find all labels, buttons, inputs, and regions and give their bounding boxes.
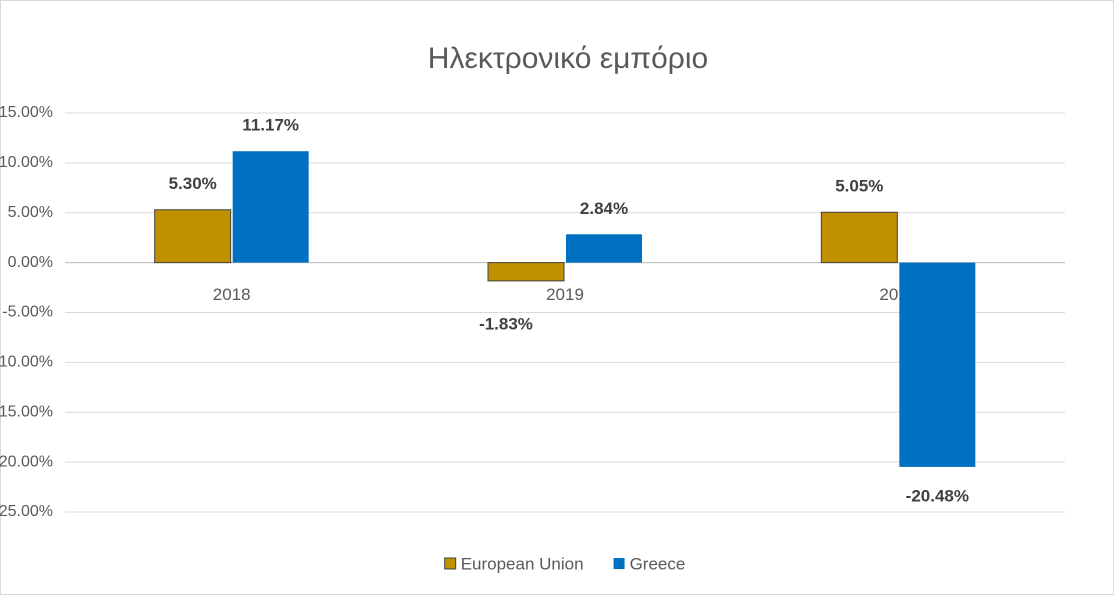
value-label: -1.83% <box>479 314 533 333</box>
y-tick-label: 15.00% <box>0 104 53 121</box>
y-tick-label: -10.00% <box>0 354 53 371</box>
bar <box>820 211 898 264</box>
legend-label: Greece <box>630 554 686 573</box>
bar <box>899 262 976 467</box>
x-tick-label: 2018 <box>213 285 251 304</box>
bar <box>487 262 565 282</box>
legend-swatch <box>613 558 625 569</box>
y-tick-label: -15.00% <box>0 403 53 420</box>
value-label: 2.84% <box>580 199 628 218</box>
y-tick-label: 5.00% <box>8 204 53 221</box>
chart-title: Ηλεκτρονικό εμπόριο <box>428 42 708 75</box>
value-label: 5.05% <box>835 177 883 196</box>
legend-label: European Union <box>461 554 584 573</box>
y-tick-label: 10.00% <box>0 154 53 171</box>
value-label: 5.30% <box>169 174 217 193</box>
bar <box>566 234 642 263</box>
value-label: 11.17% <box>242 116 299 135</box>
y-tick-label: -20.00% <box>0 453 53 470</box>
y-tick-label: -5.00% <box>2 304 53 321</box>
legend-swatch <box>444 557 457 570</box>
bar <box>154 209 232 264</box>
bar <box>232 151 309 263</box>
y-tick-label: 0.00% <box>8 254 53 271</box>
x-tick-label: 2019 <box>546 285 584 304</box>
value-label: -20.48% <box>906 486 969 505</box>
y-tick-label: -25.00% <box>0 503 53 520</box>
